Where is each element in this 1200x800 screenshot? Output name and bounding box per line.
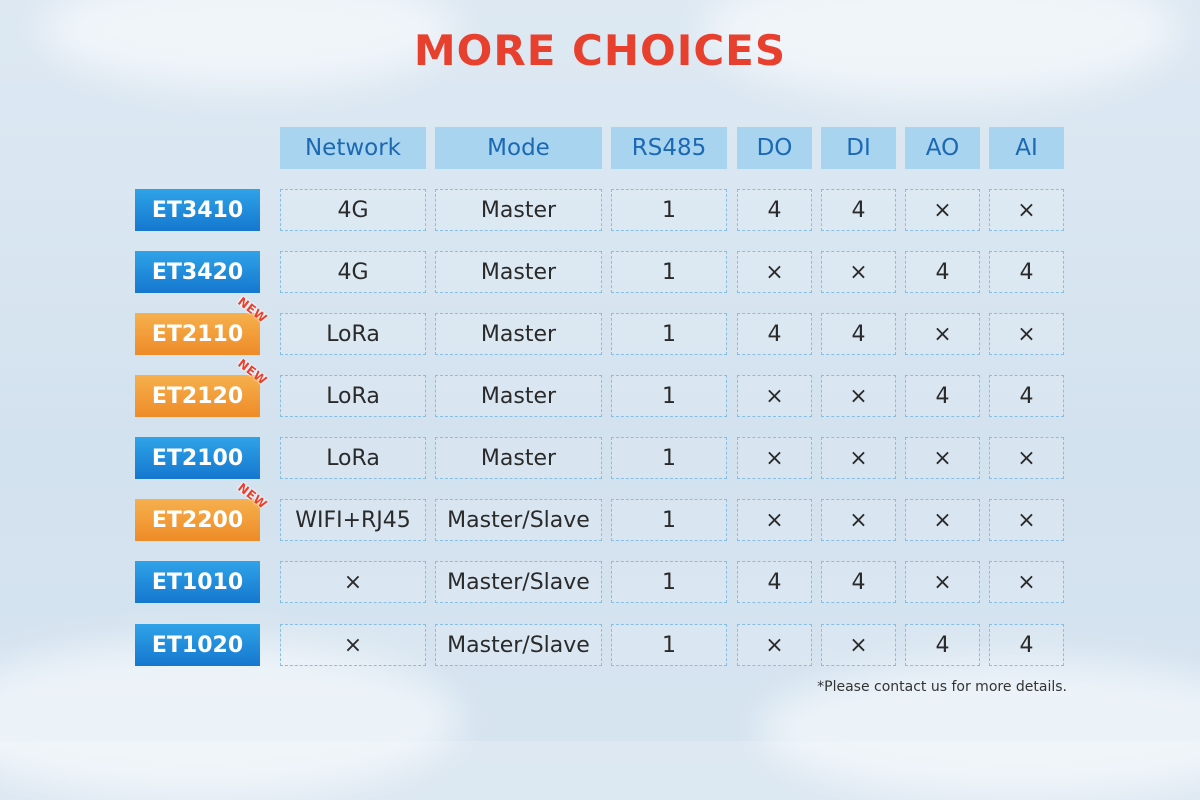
table-cell: 4 — [989, 375, 1064, 417]
table-cell: Master/Slave — [435, 624, 602, 666]
model-badge-et2100: ET2100 — [135, 437, 260, 479]
table-cell: 1 — [611, 313, 727, 355]
table-cell: LoRa — [280, 437, 426, 479]
table-cell: Master/Slave — [435, 561, 602, 603]
table-cell: × — [737, 251, 812, 293]
table-cell: 4 — [905, 251, 980, 293]
table-cell: × — [280, 624, 426, 666]
model-badge-et1020: ET1020 — [135, 624, 260, 666]
table-cell: × — [821, 437, 896, 479]
column-header-ai: AI — [989, 127, 1064, 169]
column-header-di: DI — [821, 127, 896, 169]
column-header-network: Network — [280, 127, 426, 169]
column-header-do: DO — [737, 127, 812, 169]
table-cell: LoRa — [280, 375, 426, 417]
table-cell: × — [905, 561, 980, 603]
table-cell: × — [989, 437, 1064, 479]
table-cell: × — [737, 499, 812, 541]
table-cell: 1 — [611, 189, 727, 231]
model-badge-et3410: ET3410 — [135, 189, 260, 231]
page-title: MORE CHOICES — [413, 26, 787, 75]
table-cell: × — [989, 561, 1064, 603]
table-cell: 4 — [737, 561, 812, 603]
column-header-rs485: RS485 — [611, 127, 727, 169]
footnote: *Please contact us for more details. — [817, 679, 1067, 695]
table-cell: × — [905, 499, 980, 541]
model-badge-et2200: ET2200 — [135, 499, 260, 541]
table-cell: × — [989, 313, 1064, 355]
table-cell: 4 — [737, 189, 812, 231]
table-cell: 1 — [611, 499, 727, 541]
table-cell: × — [905, 313, 980, 355]
table-cell: × — [821, 499, 896, 541]
table-cell: Master — [435, 375, 602, 417]
table-cell: × — [989, 189, 1064, 231]
table-cell: 1 — [611, 624, 727, 666]
table-cell: WIFI+RJ45 — [280, 499, 426, 541]
table-cell: Master/Slave — [435, 499, 602, 541]
table-cell: × — [280, 561, 426, 603]
table-cell: × — [821, 375, 896, 417]
table-cell: × — [989, 499, 1064, 541]
table-cell: 1 — [611, 251, 727, 293]
table-cell: 4 — [737, 313, 812, 355]
table-cell: × — [905, 189, 980, 231]
model-badge-et2110: ET2110 — [135, 313, 260, 355]
table-cell: 4 — [821, 189, 896, 231]
model-badge-et3420: ET3420 — [135, 251, 260, 293]
table-cell: × — [821, 624, 896, 666]
table-cell: × — [905, 437, 980, 479]
model-badge-et1010: ET1010 — [135, 561, 260, 603]
column-header-ao: AO — [905, 127, 980, 169]
column-header-mode: Mode — [435, 127, 602, 169]
table-cell: × — [821, 251, 896, 293]
table-cell: 4 — [989, 624, 1064, 666]
table-cell: 1 — [611, 561, 727, 603]
table-cell: Master — [435, 189, 602, 231]
table-cell: 4 — [989, 251, 1064, 293]
table-cell: 4G — [280, 189, 426, 231]
table-cell: Master — [435, 313, 602, 355]
table-cell: 4 — [905, 375, 980, 417]
table-cell: × — [737, 375, 812, 417]
table-cell: Master — [435, 437, 602, 479]
table-cell: 4 — [905, 624, 980, 666]
table-cell: 1 — [611, 375, 727, 417]
table-cell: 4 — [821, 561, 896, 603]
model-badge-et2120: ET2120 — [135, 375, 260, 417]
table-cell: × — [737, 437, 812, 479]
table-cell: Master — [435, 251, 602, 293]
table-cell: × — [737, 624, 812, 666]
table-cell: 1 — [611, 437, 727, 479]
table-cell: LoRa — [280, 313, 426, 355]
table-cell: 4 — [821, 313, 896, 355]
table-cell: 4G — [280, 251, 426, 293]
